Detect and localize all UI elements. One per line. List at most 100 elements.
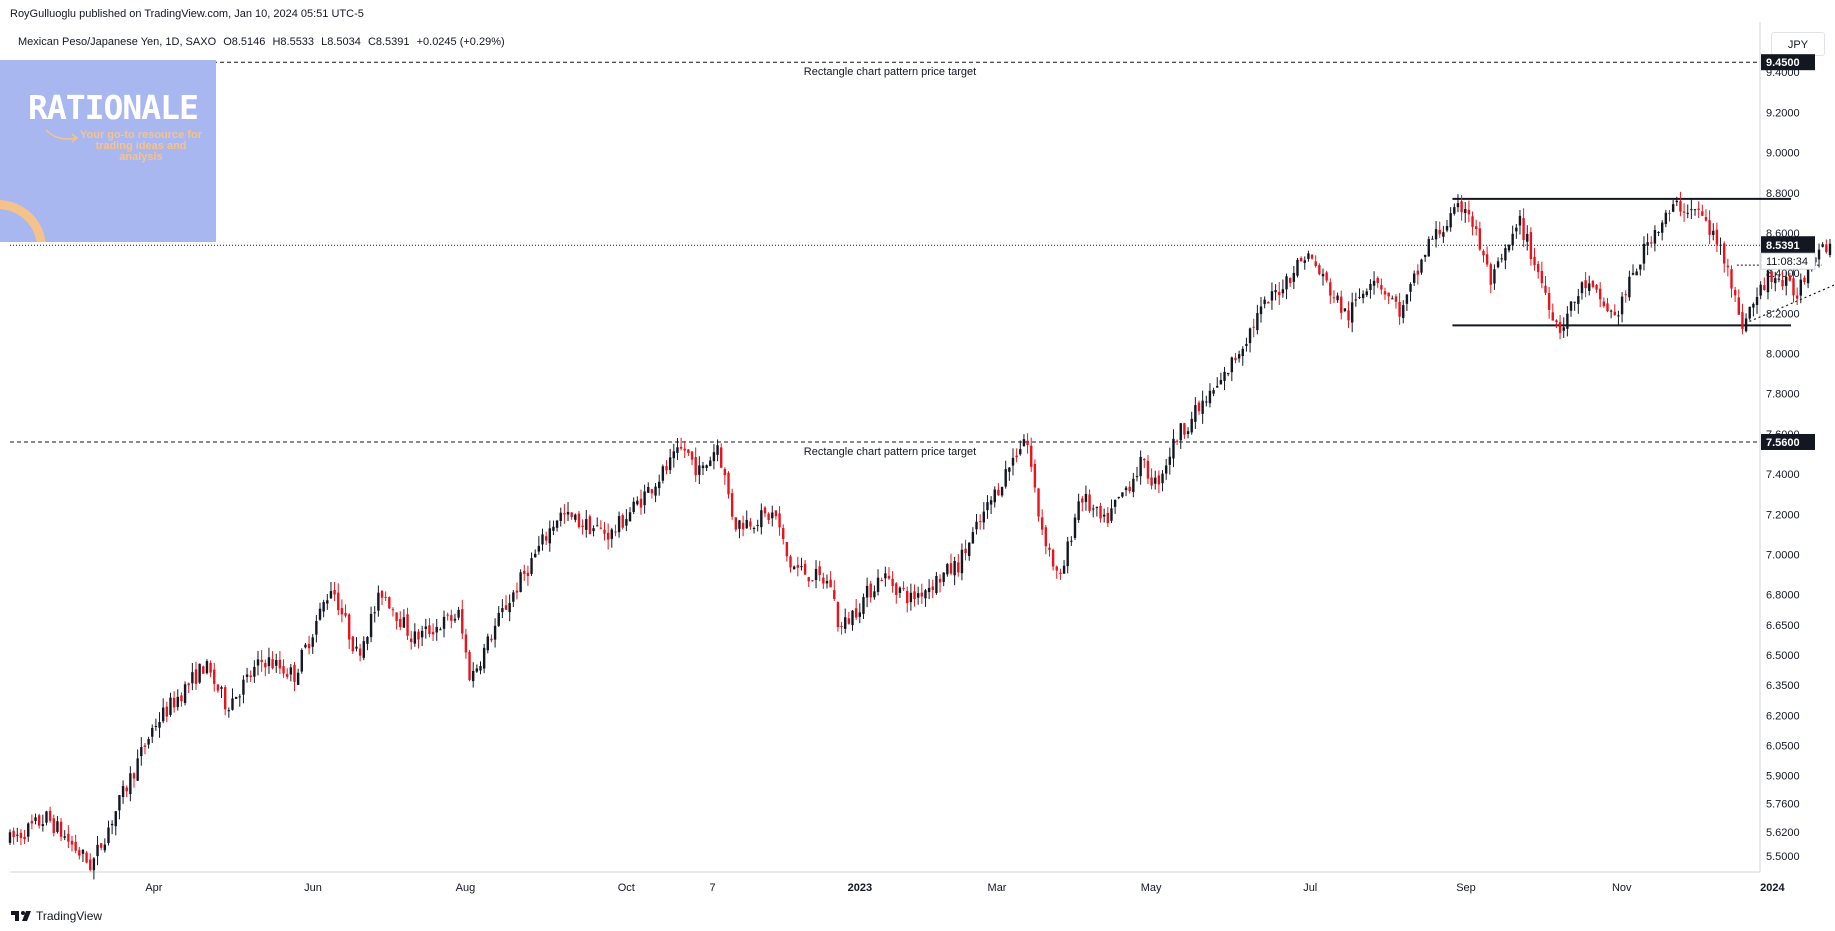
candle-body — [1485, 254, 1489, 265]
candle-body — [534, 553, 537, 558]
candle-body — [1609, 310, 1613, 312]
y-tick-label: 7.0000 — [1766, 550, 1800, 562]
candle-body — [610, 529, 613, 539]
candle-body — [803, 563, 807, 575]
tradingview-logo-icon — [11, 911, 31, 921]
candle-body — [12, 830, 15, 838]
candle-body — [1803, 277, 1806, 282]
candle-body — [1598, 288, 1602, 300]
candle-body — [1004, 469, 1007, 487]
candle-body — [559, 512, 562, 522]
x-tick-label: Mar — [988, 882, 1007, 894]
currency-button[interactable]: JPY — [1771, 32, 1825, 56]
candle-body — [1048, 547, 1051, 550]
candle-body — [1602, 301, 1606, 307]
candle-body — [377, 592, 380, 611]
candle-body — [1201, 400, 1204, 414]
candle-body — [461, 609, 464, 634]
candle-body — [384, 596, 387, 598]
candle-body — [1194, 405, 1197, 422]
candle-body — [632, 501, 635, 512]
candle-body — [1343, 308, 1347, 312]
candle-body — [683, 448, 686, 451]
candle-body — [475, 668, 479, 672]
candle-body — [1011, 457, 1015, 466]
candle-body — [216, 684, 220, 691]
candle-body — [351, 636, 355, 652]
candle-body — [205, 661, 209, 674]
low-value: L8.5034 — [321, 36, 361, 48]
candle-body — [1588, 283, 1591, 291]
candle-body — [19, 832, 23, 839]
candle-body — [420, 630, 424, 638]
candle-body — [738, 520, 741, 529]
candle-body — [596, 525, 599, 527]
candle-body — [1613, 311, 1616, 316]
candle-body — [1719, 244, 1722, 246]
candle-body — [1022, 439, 1026, 447]
candle-body — [1686, 212, 1689, 214]
candle-body — [380, 590, 384, 598]
candle-body — [1321, 273, 1325, 277]
y-tick-label: 9.2000 — [1766, 107, 1800, 119]
candle-body — [617, 516, 621, 533]
candle-body — [887, 575, 891, 579]
candle-body — [1628, 276, 1631, 298]
candle-body — [1690, 209, 1693, 211]
candle-body — [865, 585, 869, 598]
candle-body — [234, 696, 238, 699]
candle-body — [1245, 343, 1248, 347]
y-tick-label: 6.2000 — [1766, 710, 1800, 722]
candle-body — [975, 521, 978, 530]
candle-body — [132, 773, 136, 779]
candle-body — [1387, 292, 1390, 297]
candle-body — [811, 580, 814, 582]
candle-body — [1781, 279, 1784, 287]
candle-body — [1252, 326, 1255, 328]
candle-body — [730, 493, 734, 517]
candle-body — [931, 586, 934, 591]
candle-body — [1391, 298, 1394, 300]
candle-body — [792, 566, 796, 570]
candle-body — [1179, 423, 1182, 441]
candle-body — [778, 513, 781, 528]
candle-body — [1088, 494, 1091, 511]
candle-body — [180, 695, 183, 702]
candle-body — [1172, 438, 1175, 459]
candle-body — [1533, 256, 1536, 266]
candle-body — [1726, 265, 1730, 268]
candle-body — [428, 625, 431, 635]
candle-body — [782, 527, 785, 540]
candle-body — [358, 648, 362, 656]
candle-body — [971, 532, 975, 544]
y-tick-label: 5.6200 — [1766, 827, 1800, 839]
candle-body — [468, 651, 471, 681]
candle-body — [906, 590, 909, 604]
candle-body — [574, 514, 577, 520]
candle-body — [1226, 372, 1230, 375]
candle-body — [676, 447, 679, 453]
candle-body — [183, 684, 187, 704]
candle-body — [960, 549, 964, 574]
candle-body — [774, 510, 778, 517]
candle-body — [1577, 296, 1580, 304]
candle-body — [1205, 401, 1208, 403]
y-tick-label: 7.2000 — [1766, 509, 1800, 521]
candle-body — [1106, 512, 1110, 524]
candle-body — [924, 590, 927, 599]
y-tick-label: 5.9000 — [1766, 771, 1800, 783]
candle-body — [1270, 291, 1274, 301]
candle-body — [1405, 294, 1409, 304]
symbol-name[interactable]: Mexican Peso/Japanese Yen, 1D, SAXO — [18, 36, 217, 48]
candle-body — [1212, 390, 1215, 394]
candle-body — [1307, 253, 1310, 259]
candle-body — [588, 516, 592, 535]
candle-body — [840, 625, 843, 627]
candle-body — [763, 507, 767, 514]
tradingview-footer[interactable]: TradingView — [10, 909, 102, 923]
candle-body — [1055, 566, 1058, 571]
candle-body — [825, 581, 829, 584]
candle-body — [800, 566, 803, 568]
candle-body — [493, 625, 497, 640]
